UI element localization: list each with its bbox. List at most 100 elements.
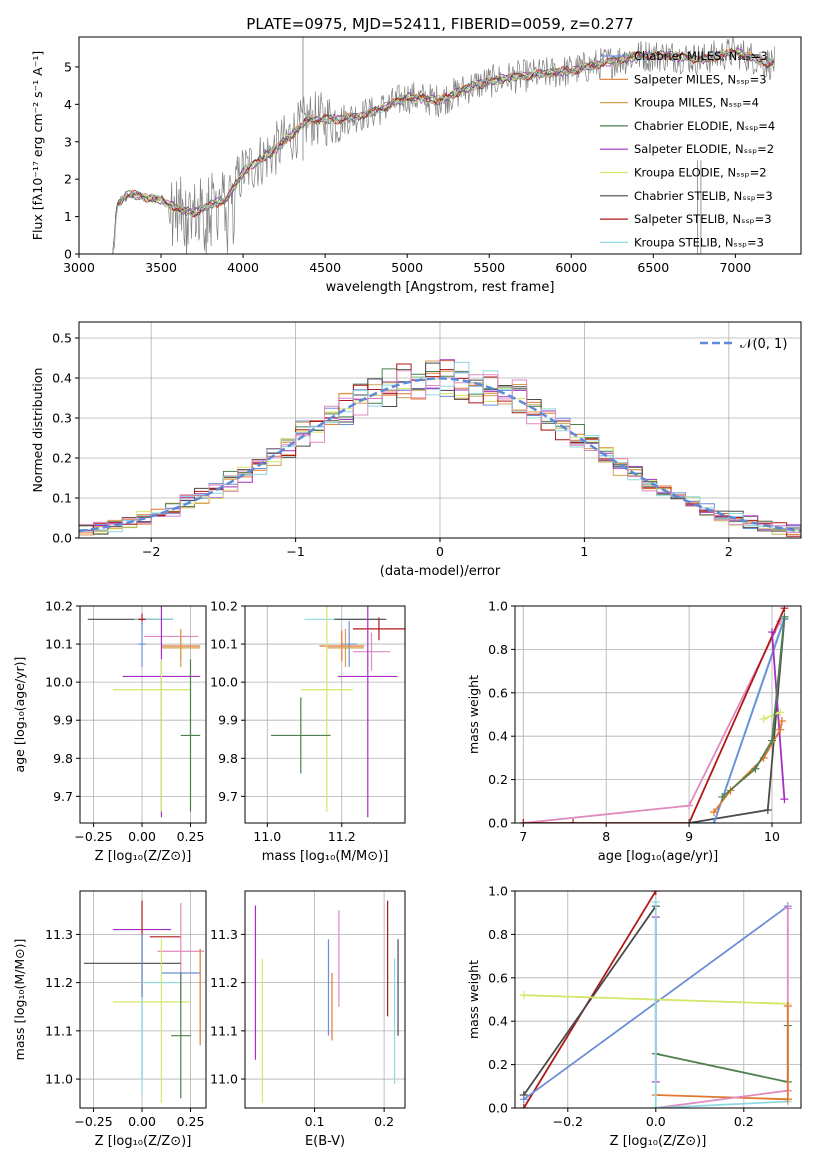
x-tick-label: 9 xyxy=(685,829,693,844)
x-axis-label: age [log₁₀(age/yr)] xyxy=(598,849,719,864)
x-tick-label: 2 xyxy=(725,544,733,559)
x-tick-label: 0.0 xyxy=(646,1114,666,1129)
axes-3: 11.0 11.2 9.7 9.8 9.9 10.0 10.1 10.2 mass [log₁₀… xyxy=(210,599,406,864)
y-tick-label: 9.7 xyxy=(53,789,73,804)
y-tick-label: 0.8 xyxy=(488,927,508,942)
point-marker xyxy=(651,897,660,906)
x-tick-label: 0.25 xyxy=(177,1114,205,1129)
point-marker xyxy=(776,708,785,717)
legend-label: Chabrier ELODIE, Nₛₛₚ=4 xyxy=(634,119,775,133)
mass-weight-line xyxy=(655,1094,788,1101)
point-marker xyxy=(709,808,718,817)
y-tick-label: 10.2 xyxy=(210,599,238,614)
y-tick-label: 9.9 xyxy=(218,713,238,728)
y-tick-label: 0.8 xyxy=(488,642,508,657)
y-tick-label: 1 xyxy=(64,209,72,224)
y-tick-label: 0.4 xyxy=(52,371,72,386)
legend-label: Salpeter MILES, Nₛₛₚ=3 xyxy=(634,72,767,86)
mass-weight-line xyxy=(655,1052,788,1083)
axes-4: 7 8 9 10 0.0 0.2 0.4 0.6 0.8 1.0 age [log₁₀(age/yr… xyxy=(466,599,802,864)
y-tick-label: 11.1 xyxy=(210,1023,238,1038)
point-marker xyxy=(780,612,789,621)
axes-frame-6: 0.1 0.2 11.0 11.1 11.2 11.3 E(B-V) xyxy=(210,890,406,1149)
x-tick-label: 3000 xyxy=(63,260,95,275)
x-tick-label: 4000 xyxy=(227,260,259,275)
point-marker xyxy=(569,819,578,823)
x-tick-label: −0.2 xyxy=(553,1114,583,1129)
axes-frame-7: −0.2 0.0 0.2 0.0 0.2 0.4 0.6 0.8 1.0 Z [log₁₀(Z/Z… xyxy=(466,884,802,1149)
x-tick-label: 0.00 xyxy=(128,1114,156,1129)
x-axis-label: wavelength [Angstrom, rest frame] xyxy=(326,280,555,295)
point-marker xyxy=(783,904,792,913)
mass-weight-line xyxy=(523,620,782,823)
y-tick-label: 10.1 xyxy=(210,637,238,652)
legend-label: Salpeter ELODIE, Nₛₛₚ=2 xyxy=(634,142,774,156)
y-tick-label: 9.7 xyxy=(218,789,238,804)
x-tick-label: −2 xyxy=(142,544,160,559)
legend-label: Kroupa STELIB, Nₛₛₚ=3 xyxy=(634,235,764,249)
y-tick-label: 10.0 xyxy=(210,675,238,690)
point-marker xyxy=(767,628,776,637)
axes-frame xyxy=(514,605,802,824)
axes-frame xyxy=(79,890,207,1109)
x-tick-label: 11.0 xyxy=(253,829,281,844)
y-tick-label: 5 xyxy=(64,59,72,74)
point-marker xyxy=(685,819,694,823)
mass-weight-line xyxy=(523,905,657,1096)
x-axis-label: Z [log₁₀(Z/Z⊙)] xyxy=(95,1134,192,1149)
x-tick-label: 0 xyxy=(436,544,444,559)
point-marker xyxy=(685,801,694,810)
legend-gaussian: 𝒩(0, 1) xyxy=(700,337,787,352)
x-axis-label: Z [log₁₀(Z/Z⊙)] xyxy=(610,1134,707,1149)
legend: Chabrier MILES, Nₛₛₚ=3 Salpeter MILES, Nₛ… xyxy=(600,49,775,249)
point-marker xyxy=(519,1104,528,1108)
y-tick-label: 0.0 xyxy=(488,1101,508,1116)
x-tick-label: 0.1 xyxy=(305,1114,325,1129)
y-tick-label: 0.5 xyxy=(52,331,72,346)
axes-6: 0.1 0.2 11.0 11.1 11.2 11.3 E(B-V) xyxy=(210,890,406,1149)
point-marker xyxy=(759,714,768,723)
y-tick-label: 9.9 xyxy=(53,713,73,728)
plot-area-5 xyxy=(83,900,205,1104)
y-tick-label: 9.8 xyxy=(53,751,73,766)
y-tick-label: 0.2 xyxy=(52,451,72,466)
point-marker xyxy=(519,819,528,823)
y-tick-label: 0.0 xyxy=(52,531,72,546)
x-tick-label: 0.2 xyxy=(734,1114,754,1129)
x-tick-label: 6500 xyxy=(637,260,669,275)
x-axis-label: E(B-V) xyxy=(305,1134,345,1149)
axes-frame xyxy=(79,605,207,824)
axes-frame-3: 11.0 11.2 9.7 9.8 9.9 10.0 10.1 10.2 mass [log₁₀… xyxy=(210,599,406,864)
x-axis-label: mass [log₁₀(M/M⊙)] xyxy=(262,849,389,864)
point-marker xyxy=(783,1095,792,1104)
axes-5: −0.25 0.00 0.25 11.0 11.1 11.2 11.3 Z [log₁₀(Z/… xyxy=(12,890,207,1149)
gaussian-curve xyxy=(79,377,801,533)
y-tick-label: 1.0 xyxy=(488,599,508,614)
y-tick-label: 0.3 xyxy=(52,411,72,426)
legend-label: Chabrier MILES, Nₛₛₚ=3 xyxy=(634,49,768,63)
y-tick-label: 10.0 xyxy=(45,675,73,690)
x-tick-label: 6000 xyxy=(555,260,587,275)
point-marker xyxy=(519,991,528,1000)
point-marker xyxy=(519,1095,528,1104)
y-tick-label: 0.6 xyxy=(488,970,508,985)
y-tick-label: 1.0 xyxy=(488,884,508,899)
y-tick-label: 4 xyxy=(64,97,72,112)
x-tick-label: 1 xyxy=(580,544,588,559)
y-axis-label: mass weight xyxy=(466,675,481,754)
plot-area-3 xyxy=(271,606,405,818)
axes-2: −0.25 0.00 0.25 9.7 9.8 9.9 10.0 10.1 10.2 Z [log… xyxy=(12,599,207,864)
point-marker xyxy=(718,792,727,801)
x-tick-label: 10 xyxy=(764,829,780,844)
x-tick-label: 4500 xyxy=(309,260,341,275)
chart-title: PLATE=0975, MJD=52411, FIBERID=0059, z=0… xyxy=(246,15,633,33)
axes-frame-2: −0.25 0.00 0.25 9.7 9.8 9.9 10.0 10.1 10.2 Z [log… xyxy=(12,599,207,864)
plot-area-0 xyxy=(112,37,776,254)
y-tick-label: 11.2 xyxy=(45,975,73,990)
axes-frame-5: −0.25 0.00 0.25 11.0 11.1 11.2 11.3 Z [log₁₀(Z/… xyxy=(12,890,207,1149)
x-axis-label: Z [log₁₀(Z/Z⊙)] xyxy=(95,849,192,864)
y-tick-label: 11.0 xyxy=(45,1072,73,1087)
plot-area-1 xyxy=(79,359,801,537)
x-tick-label: −0.25 xyxy=(74,829,112,844)
